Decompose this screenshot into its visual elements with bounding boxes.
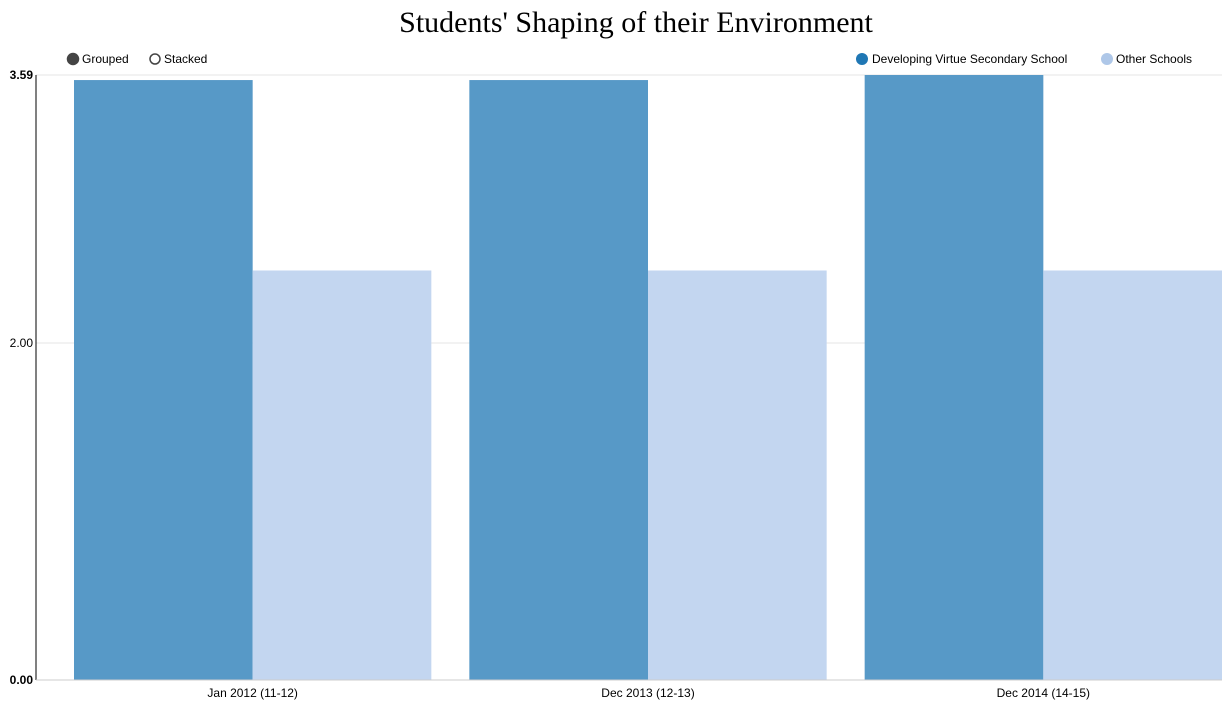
grouped-option[interactable]: Grouped [66,52,129,66]
bar-other-schools[interactable] [252,270,432,680]
legend-label-series-2[interactable]: Other Schools [1116,52,1192,66]
bars [74,75,1222,680]
legend-dot-icon[interactable] [856,53,868,65]
legend-series-other-schools[interactable]: Other Schools [1101,52,1192,66]
stacked-label[interactable]: Stacked [164,52,207,66]
x-tick-label: Dec 2014 (14-15) [997,686,1090,700]
legend-label-series-1[interactable]: Developing Virtue Secondary School [872,52,1067,66]
y-tick-label: 2.00 [10,336,34,350]
grouped-radio-icon[interactable] [66,52,80,66]
grouped-label[interactable]: Grouped [82,52,129,66]
bar-other-schools[interactable] [1043,270,1222,680]
axes: Jan 2012 (11-12) Dec 2013 (12-13) Dec 2014… [10,68,1222,700]
legend-dot-icon[interactable] [1101,53,1113,65]
chart-title: Students' Shaping of their Environment [399,6,873,39]
bar-developing-virtue[interactable] [74,80,253,680]
x-tick-label: Dec 2013 (12-13) [601,686,694,700]
bar-other-schools[interactable] [648,270,827,680]
legend-series-developing-virtue[interactable]: Developing Virtue Secondary School [856,52,1067,66]
bar-developing-virtue[interactable] [864,75,1044,680]
x-tick-label: Jan 2012 (11-12) [207,686,298,700]
y-tick-label: 0.00 [10,673,34,687]
stacked-option[interactable]: Stacked [149,52,207,66]
bar-developing-virtue[interactable] [469,80,648,680]
y-tick-label: 3.59 [10,68,34,82]
stacked-radio-icon[interactable] [149,53,161,65]
